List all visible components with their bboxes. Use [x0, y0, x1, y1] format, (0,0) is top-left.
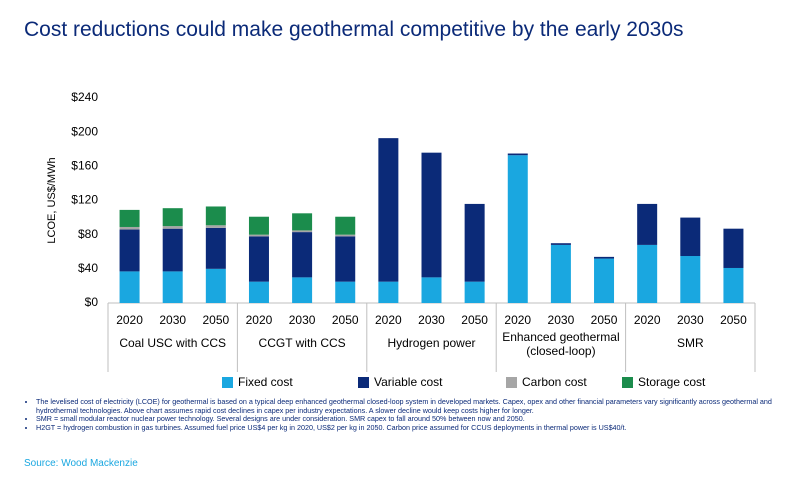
group-label: SMR: [677, 336, 704, 350]
bar-segment: [248, 234, 269, 237]
x-tick-label: 2050: [332, 313, 359, 327]
bar-segment: [335, 281, 356, 303]
group-label: Coal USC with CCS: [119, 336, 226, 350]
bar-segment: [335, 236, 356, 282]
note: The levelised cost of electricity (LCOE)…: [36, 397, 776, 415]
x-tick-label: 2020: [634, 313, 661, 327]
bar-segment: [723, 228, 744, 268]
x-tick-label: 2050: [202, 313, 229, 327]
bar-segment: [464, 203, 485, 282]
chart-title: Cost reductions could make geothermal co…: [24, 18, 684, 41]
bar-segment: [637, 203, 658, 245]
group-label: Hydrogen power: [387, 336, 475, 350]
group-label: CCGT with CCS: [259, 336, 346, 350]
y-tick-label: $0: [85, 295, 99, 309]
bar-segment: [507, 153, 528, 156]
bar-segment: [550, 243, 571, 245]
x-tick-label: 2020: [375, 313, 402, 327]
legend-label: Variable cost: [374, 375, 443, 389]
y-tick-label: $80: [78, 227, 98, 241]
bar-segment: [680, 217, 701, 257]
bar-segment: [464, 281, 485, 303]
bar-segment: [292, 277, 313, 303]
bar-segment: [119, 271, 140, 303]
x-tick-label: 2020: [116, 313, 143, 327]
legend-label: Carbon cost: [522, 375, 587, 389]
bar-segment: [248, 236, 269, 282]
bar-segment: [335, 234, 356, 237]
note: SMR = small modular reactor nuclear powe…: [36, 415, 776, 424]
bar-segment: [421, 277, 442, 303]
bar-segment: [162, 228, 183, 272]
y-tick-label: $240: [71, 90, 98, 104]
bar-segment: [594, 256, 615, 259]
group-label-line: (closed-loop): [526, 344, 595, 358]
y-tick-label: $120: [71, 193, 98, 207]
bar-segment: [248, 281, 269, 303]
x-tick-label: 2020: [504, 313, 531, 327]
legend-swatch: [358, 377, 369, 388]
bar-segment: [594, 258, 615, 303]
bar-segment: [550, 244, 571, 303]
y-axis-label: LCOE, US$/MWh: [46, 157, 58, 243]
x-tick-label: 2020: [246, 313, 273, 327]
bar-segment: [162, 271, 183, 303]
bar-segment: [378, 138, 399, 282]
notes: The levelised cost of electricity (LCOE)…: [24, 397, 776, 433]
group-label-line: Enhanced geothermal: [502, 330, 619, 344]
bar-segment: [680, 256, 701, 303]
y-tick-label: $160: [71, 159, 98, 173]
x-tick-label: 2030: [159, 313, 186, 327]
bar-segment: [119, 229, 140, 272]
x-tick-label: 2030: [677, 313, 704, 327]
legend-swatch: [622, 377, 633, 388]
bar-segment: [378, 281, 399, 303]
group-label: Enhanced geothermal (closed-loop): [502, 330, 619, 358]
legend-swatch: [506, 377, 517, 388]
bar-segment: [162, 226, 183, 229]
x-tick-label: 2030: [418, 313, 445, 327]
bar-segment: [205, 268, 226, 303]
x-tick-label: 2050: [720, 313, 747, 327]
x-tick-label: 2030: [548, 313, 575, 327]
legend-label: Fixed cost: [238, 375, 293, 389]
bar-segment: [292, 232, 313, 278]
bar-segment: [205, 227, 226, 269]
legend-swatch: [222, 377, 233, 388]
x-tick-label: 2050: [591, 313, 618, 327]
note: H2GT = hydrogen combustion in gas turbin…: [36, 423, 776, 433]
bar-segment: [335, 216, 356, 235]
bar-segment: [248, 216, 269, 235]
y-tick-label: $40: [78, 261, 98, 275]
y-tick-label: $200: [71, 124, 98, 138]
bar-segment: [723, 267, 744, 303]
bar-segment: [507, 155, 528, 303]
source: Source: Wood Mackenzie: [24, 458, 138, 469]
bar-segment: [292, 213, 313, 231]
bar-segment: [421, 152, 442, 278]
bar-segment: [205, 206, 226, 226]
x-tick-label: 2030: [289, 313, 316, 327]
bar-segment: [292, 230, 313, 233]
bar-segment: [119, 209, 140, 227]
bar-segment: [119, 226, 140, 230]
x-tick-label: 2050: [461, 313, 488, 327]
bar-segment: [205, 225, 226, 228]
legend-label: Storage cost: [638, 375, 706, 389]
bar-segment: [162, 208, 183, 227]
bar-segment: [637, 244, 658, 303]
